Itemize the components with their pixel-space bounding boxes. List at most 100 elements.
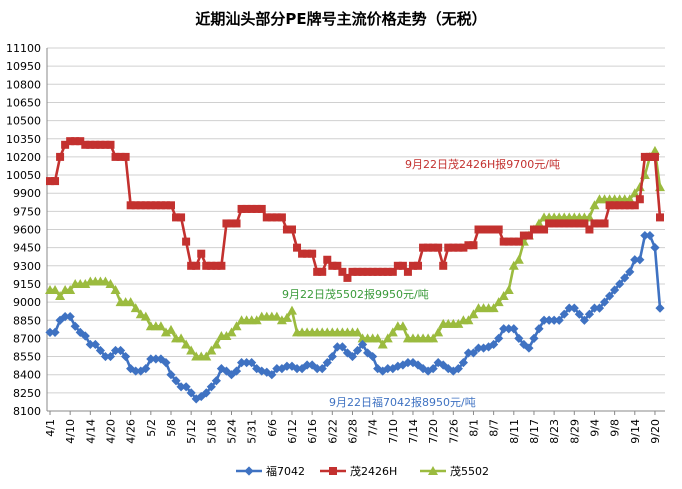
data-point [453,318,464,328]
data-point [121,152,130,161]
data-point [65,285,76,294]
data-point [378,267,387,276]
legend-item: 福7042 [236,464,305,478]
data-point [424,243,433,252]
data-point [574,309,584,319]
data-point [71,137,80,146]
data-point [192,261,201,270]
data-point [227,219,236,228]
y-tick-label: 10950 [6,60,41,73]
data-point [489,225,498,234]
data-point [444,243,453,252]
data-point [656,213,664,222]
data-point [645,230,655,241]
y-tick-label: 8700 [13,332,41,345]
x-tick-label: 8/29 [568,419,581,444]
x-tick-label: 9/8 [609,419,622,437]
data-point [141,364,151,374]
data-point [282,361,292,371]
data-point [247,358,257,368]
x-tick-label: 5/8 [165,419,178,437]
data-point [584,309,595,319]
data-point [453,364,463,374]
data-point [544,315,554,325]
data-point [197,249,206,258]
data-point [625,267,635,277]
data-point [503,285,514,294]
x-tick-label: 7/10 [387,419,400,444]
data-point [166,201,175,210]
data-point [292,364,302,374]
data-point [504,324,514,334]
data-point [75,327,85,337]
data-point [298,249,307,258]
data-point [560,219,569,228]
x-tick-label: 4/26 [125,419,138,444]
data-point [126,201,135,210]
data-point [308,249,317,258]
data-point [630,201,639,210]
data-point [226,327,237,337]
legend-label: 茂2426H [350,464,397,478]
series-福7042 [45,230,665,404]
x-tick-label: 5/18 [205,419,218,444]
data-point [428,333,439,343]
data-point [514,237,523,246]
data-point [564,303,574,313]
data-point [428,364,438,374]
data-point [151,354,161,364]
data-point [286,305,297,315]
data-point [640,152,649,161]
data-point [171,376,181,386]
data-point [76,137,85,146]
data-point [342,348,353,358]
data-point [332,342,342,352]
data-point [267,213,276,222]
data-point [454,243,463,252]
data-point [207,261,216,270]
data-point [101,140,110,149]
x-tick-label: 9/14 [629,419,642,444]
x-tick-label: 5/12 [185,419,198,444]
data-point [529,333,539,343]
data-point [100,276,111,286]
x-tick-label: 5/24 [225,419,238,444]
series-line [50,139,662,280]
x-tick-label: 8/17 [528,419,541,444]
data-point [368,267,377,276]
data-point [66,137,75,146]
data-point [489,339,499,350]
data-point [317,364,327,374]
data-point [535,225,544,234]
data-point [106,140,115,149]
data-point [86,140,95,149]
data-point [589,200,600,210]
data-point [125,297,136,307]
data-point [50,327,60,337]
data-point [540,225,549,234]
data-point [433,327,444,337]
data-point [348,267,357,276]
annotations: 9月22日茂2426H报9700元/吨 9月22日茂5502报9950元/吨 9月2… [282,157,560,409]
data-point [51,177,60,186]
data-point [398,360,408,370]
data-point [655,303,665,313]
data-point [352,327,363,337]
data-point [584,212,595,222]
data-point [50,285,61,294]
data-point [272,364,282,374]
data-point [555,219,564,228]
data-point [398,261,407,270]
data-point [45,327,55,337]
data-point [216,364,227,374]
data-point [589,303,600,313]
data-point [368,351,378,362]
data-point [373,364,383,374]
data-point [318,267,327,276]
series-茂5502 [45,145,665,361]
data-point [414,261,423,270]
data-point [136,201,145,210]
data-point [252,204,261,213]
data-point [80,331,90,341]
annotation-label: 9月22日福7042报8950元/吨 [329,395,476,409]
